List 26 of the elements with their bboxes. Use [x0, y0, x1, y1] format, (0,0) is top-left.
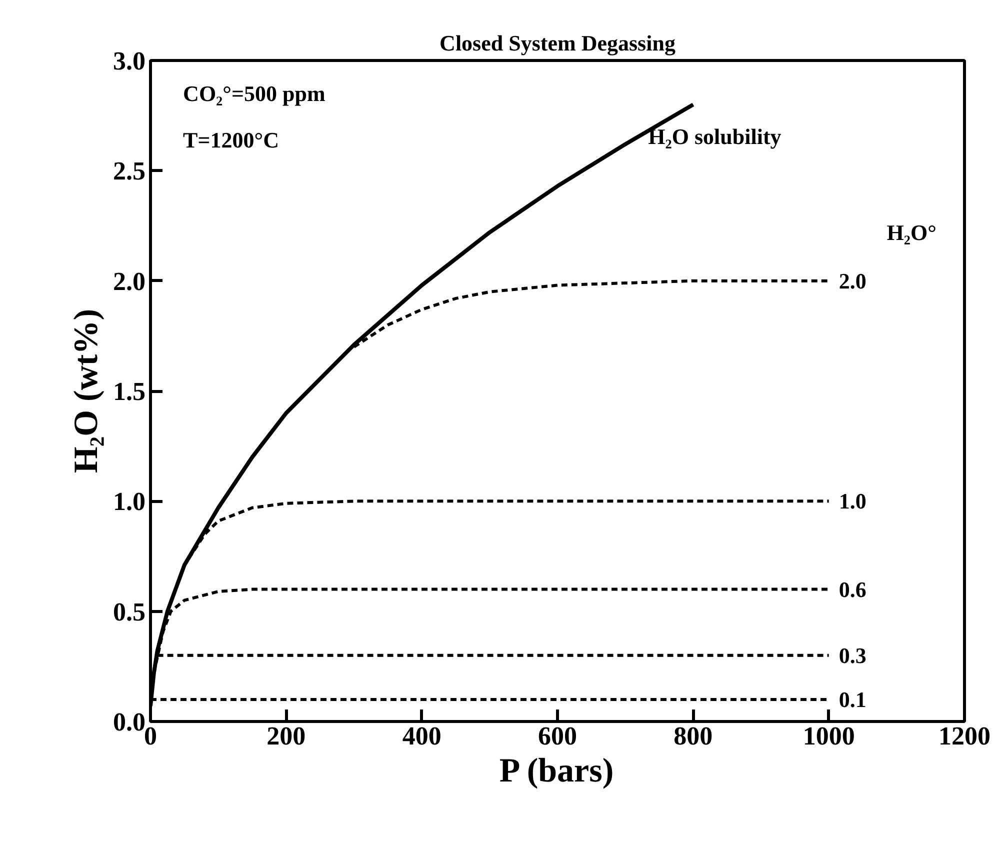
- chart-title: Closed System Degassing: [440, 30, 676, 56]
- y-axis-title: H₂O (wt%): [68, 308, 105, 474]
- series-label: 0.6: [838, 576, 866, 602]
- series-label: H₂O solubility: [648, 124, 782, 150]
- y-tick-label: 1.0: [113, 487, 146, 516]
- annotation: CO₂°=500 ppm: [183, 81, 326, 106]
- y-tick-label: 2.5: [113, 156, 146, 186]
- x-tick-label: 200: [266, 722, 306, 750]
- y-tick-label: 0.5: [113, 597, 146, 626]
- series-label: 0.1: [838, 686, 866, 712]
- y-tick-label: 2.0: [113, 266, 146, 296]
- y-tick-label: 3.0: [113, 46, 146, 76]
- series-label: 2.0: [838, 268, 866, 294]
- x-tick-label: 1200: [938, 722, 990, 750]
- annotation: H₂O°: [886, 220, 936, 245]
- x-tick-label: 600: [538, 722, 577, 750]
- x-tick-label: 800: [674, 722, 713, 750]
- annotation: T=1200°C: [183, 127, 279, 152]
- y-tick-label: 1.5: [113, 377, 146, 406]
- x-tick-label: 0: [144, 722, 157, 750]
- x-tick-label: 400: [402, 722, 442, 750]
- x-tick-label: 1000: [802, 722, 855, 750]
- series-label: 0.3: [838, 642, 866, 668]
- y-tick-label: 0.0: [113, 708, 146, 736]
- series-label: 1.0: [838, 488, 866, 514]
- x-axis-title: P (bars): [499, 752, 614, 790]
